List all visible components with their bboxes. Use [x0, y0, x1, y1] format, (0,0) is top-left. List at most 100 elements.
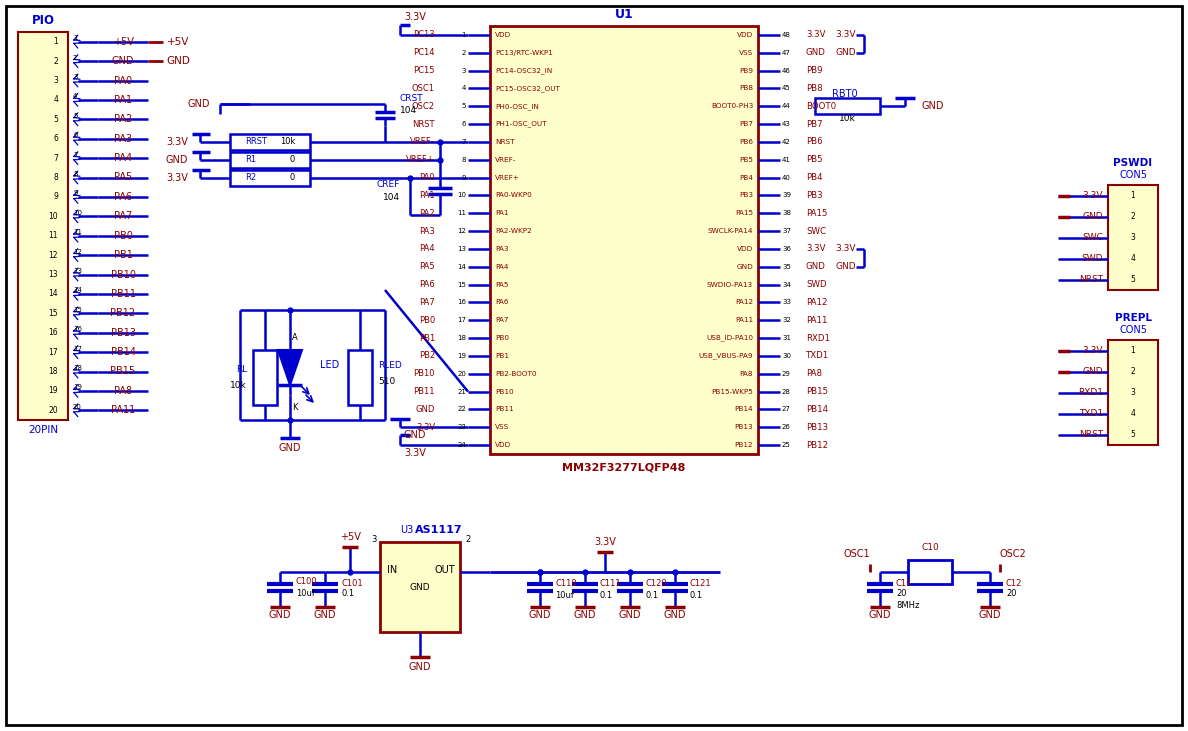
Text: 14: 14 [457, 264, 466, 270]
Text: 2: 2 [1131, 212, 1136, 221]
Text: SWCLK-PA14: SWCLK-PA14 [708, 228, 753, 234]
Text: BOOT0-PH3: BOOT0-PH3 [710, 103, 753, 109]
Text: 5: 5 [462, 103, 466, 109]
Text: 13: 13 [72, 268, 82, 274]
Text: C10: C10 [921, 542, 939, 551]
Text: VSS: VSS [739, 50, 753, 56]
Text: PB15: PB15 [110, 366, 135, 376]
Text: PA1: PA1 [495, 211, 508, 216]
Text: 41: 41 [782, 156, 791, 163]
Text: VREF+: VREF+ [495, 175, 520, 181]
Text: 0.1: 0.1 [600, 591, 613, 599]
Text: PB13: PB13 [734, 424, 753, 431]
Text: 4: 4 [1131, 254, 1136, 263]
Text: C111: C111 [600, 580, 621, 588]
Text: 3.3V: 3.3V [404, 448, 426, 458]
Text: GND: GND [165, 155, 188, 164]
Text: 12: 12 [49, 251, 58, 260]
Text: TXD1: TXD1 [805, 352, 829, 360]
Text: 13: 13 [457, 246, 466, 252]
Text: PA1: PA1 [419, 191, 435, 200]
Text: 1: 1 [53, 37, 58, 46]
Text: PB11: PB11 [495, 406, 513, 412]
Text: PA5: PA5 [114, 173, 132, 183]
Text: 20: 20 [49, 406, 58, 414]
Text: IN: IN [387, 565, 397, 575]
Text: 16: 16 [49, 328, 58, 337]
Text: 5: 5 [53, 115, 58, 124]
Text: 4: 4 [462, 86, 466, 91]
Text: 33: 33 [782, 300, 791, 306]
Text: NRST: NRST [1079, 430, 1102, 439]
Text: 27: 27 [782, 406, 791, 412]
Text: 10uf: 10uf [296, 589, 315, 599]
Text: 34: 34 [782, 281, 791, 287]
Text: 14: 14 [49, 289, 58, 298]
Text: RBT0: RBT0 [832, 89, 858, 99]
Bar [380, 542, 460, 632]
Bar [489, 26, 758, 454]
Text: PB9: PB9 [739, 67, 753, 74]
Text: RL: RL [235, 366, 247, 374]
Text: 22: 22 [457, 406, 466, 412]
Text: VDD: VDD [737, 246, 753, 252]
Text: 15: 15 [49, 308, 58, 318]
Text: C120: C120 [645, 580, 666, 588]
Text: PB12: PB12 [734, 442, 753, 448]
Text: 6: 6 [72, 132, 77, 138]
Text: 0: 0 [290, 173, 295, 182]
Text: 0.1: 0.1 [341, 589, 354, 599]
Text: 3.3V: 3.3V [1082, 191, 1102, 200]
Text: GND: GND [835, 48, 857, 57]
Text: PH0-OSC_IN: PH0-OSC_IN [495, 103, 539, 110]
Text: 11: 11 [457, 211, 466, 216]
Text: 3: 3 [1131, 233, 1136, 242]
Text: PA7: PA7 [114, 211, 132, 221]
Text: PA6: PA6 [419, 280, 435, 289]
Text: 35: 35 [782, 264, 791, 270]
Text: PB8: PB8 [739, 86, 753, 91]
Text: 7: 7 [72, 151, 77, 158]
Text: PC15: PC15 [413, 66, 435, 75]
Text: 4: 4 [1131, 409, 1136, 418]
Text: 19: 19 [72, 385, 82, 390]
Text: 3: 3 [1131, 388, 1136, 397]
Text: PB9: PB9 [805, 66, 822, 75]
Text: PA0-WKP0: PA0-WKP0 [495, 192, 532, 198]
Text: RXD1: RXD1 [1078, 388, 1102, 397]
Text: OSC1: OSC1 [412, 84, 435, 93]
Text: GND: GND [416, 405, 435, 414]
Text: SWD: SWD [1081, 254, 1102, 263]
Bar [1108, 340, 1158, 445]
Text: PA3: PA3 [419, 227, 435, 235]
Text: PB0: PB0 [114, 231, 132, 240]
Text: GND: GND [279, 443, 302, 453]
Text: PA2-WKP2: PA2-WKP2 [495, 228, 532, 234]
Text: GND: GND [1082, 212, 1102, 221]
Text: PB4: PB4 [805, 173, 822, 182]
Text: PB14: PB14 [734, 406, 753, 412]
Text: 17: 17 [49, 348, 58, 357]
Text: 20: 20 [72, 404, 82, 410]
Text: PB10: PB10 [495, 389, 513, 395]
Text: NRST: NRST [1079, 275, 1102, 284]
Text: C12: C12 [1006, 580, 1023, 588]
Text: PB11: PB11 [110, 289, 135, 299]
Text: 20: 20 [896, 589, 906, 599]
Text: PB7: PB7 [739, 121, 753, 127]
Bar [908, 560, 952, 584]
Text: GND: GND [409, 662, 431, 672]
Text: 18: 18 [49, 367, 58, 376]
Text: C11: C11 [896, 580, 912, 588]
Text: VREF-: VREF- [495, 156, 517, 163]
Text: 2: 2 [53, 56, 58, 66]
Text: GND: GND [268, 610, 291, 620]
Text: SWC: SWC [1082, 233, 1102, 242]
Text: 1: 1 [1131, 346, 1136, 355]
Text: 10: 10 [457, 192, 466, 198]
Text: 42: 42 [782, 139, 791, 145]
Text: PA12: PA12 [805, 298, 828, 307]
Text: PA8: PA8 [114, 386, 132, 396]
Text: 3.3V: 3.3V [835, 244, 857, 254]
Text: OUT: OUT [435, 565, 455, 575]
